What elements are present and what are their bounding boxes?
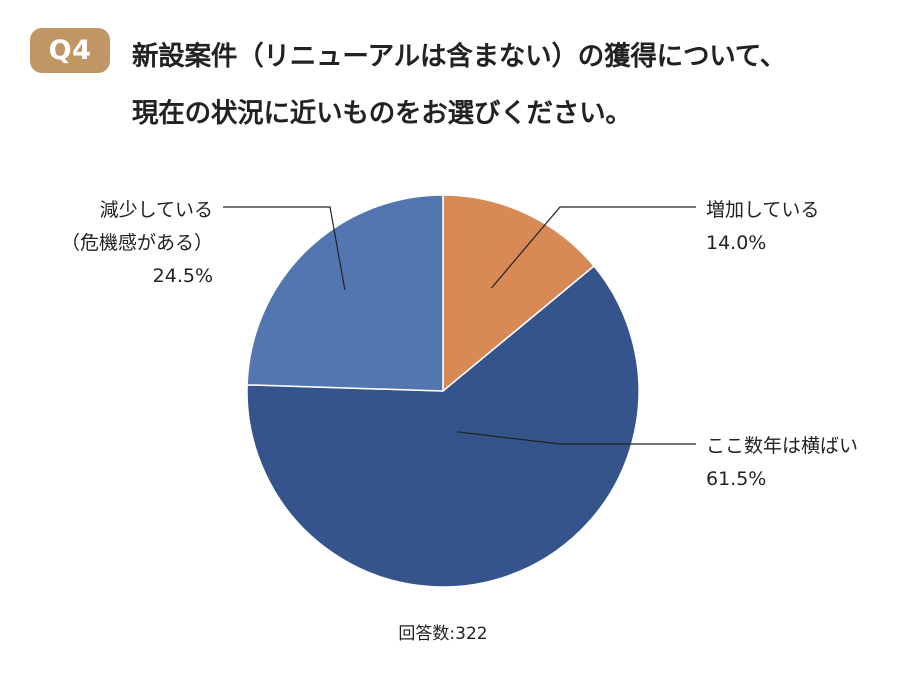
leader-line-2 bbox=[456, 431, 696, 445]
response-count-footnote: 回答数:322 bbox=[398, 624, 487, 644]
pie-slice-3 bbox=[246, 194, 444, 392]
leader-line-3 bbox=[223, 206, 346, 290]
question-title-line-2: 現在の状況に近いものをお選びください。 bbox=[132, 98, 632, 129]
slice-label-2-line-1: ここ数年は横ばい bbox=[706, 435, 858, 457]
slice-value-2: 61.5% bbox=[706, 468, 766, 490]
slice-label-3-line-2: （危機感がある） bbox=[61, 232, 213, 254]
question-title-line-1: 新設案件（リニューアルは含まない）の獲得について、 bbox=[132, 41, 787, 72]
pie-slice-2 bbox=[246, 265, 640, 588]
slice-label-1-line-1: 増加している bbox=[706, 199, 819, 221]
leader-lines bbox=[223, 206, 696, 445]
question-badge: Q4 bbox=[30, 28, 110, 73]
slice-label-3-line-1: 減少している bbox=[100, 199, 213, 221]
slice-value-1: 14.0% bbox=[706, 232, 766, 254]
pie-slice-1 bbox=[442, 194, 596, 393]
leader-line-1 bbox=[490, 206, 696, 289]
slice-labels: 増加している 14.0% ここ数年は横ばい 61.5% 減少している （危機感がある） 24… bbox=[61, 199, 858, 490]
pie-slices bbox=[246, 194, 640, 588]
slice-value-3: 24.5% bbox=[153, 265, 213, 287]
